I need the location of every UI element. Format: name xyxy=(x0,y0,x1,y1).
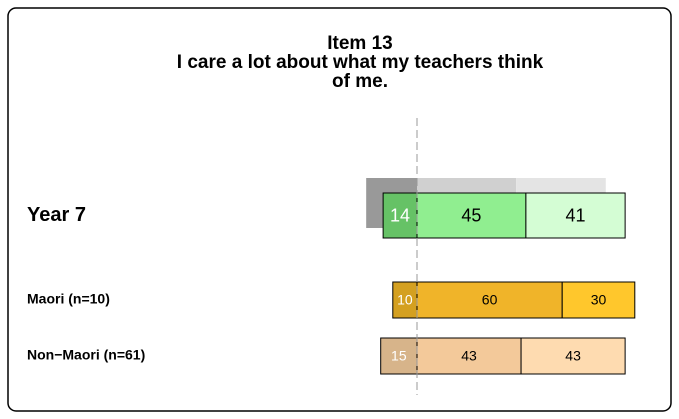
value-label: 43 xyxy=(461,348,477,364)
value-label: 60 xyxy=(482,292,498,308)
row-label: Maori (n=10) xyxy=(27,291,110,307)
bar-segment xyxy=(416,281,563,319)
bar-segment xyxy=(525,192,626,239)
bar-segment xyxy=(380,337,418,375)
chart-title: I care a lot about what my teachers thin… xyxy=(177,52,544,73)
value-label: 41 xyxy=(565,205,585,225)
value-label: 10 xyxy=(397,292,413,308)
value-label: 45 xyxy=(461,205,481,225)
chart-title: Item 13 xyxy=(327,33,392,54)
value-label: 14 xyxy=(390,205,410,225)
bar-segment xyxy=(392,281,418,319)
bar-segment xyxy=(416,192,527,239)
value-label: 30 xyxy=(591,292,607,308)
bar-segment xyxy=(382,192,418,239)
chart-title: of me. xyxy=(332,71,388,92)
row-label: Non−Maori (n=61) xyxy=(27,347,145,363)
value-label: 43 xyxy=(565,348,581,364)
bar-segment xyxy=(561,281,636,319)
bar-segment xyxy=(520,337,626,375)
row-label: Year 7 xyxy=(27,204,86,226)
value-label: 15 xyxy=(391,348,407,364)
